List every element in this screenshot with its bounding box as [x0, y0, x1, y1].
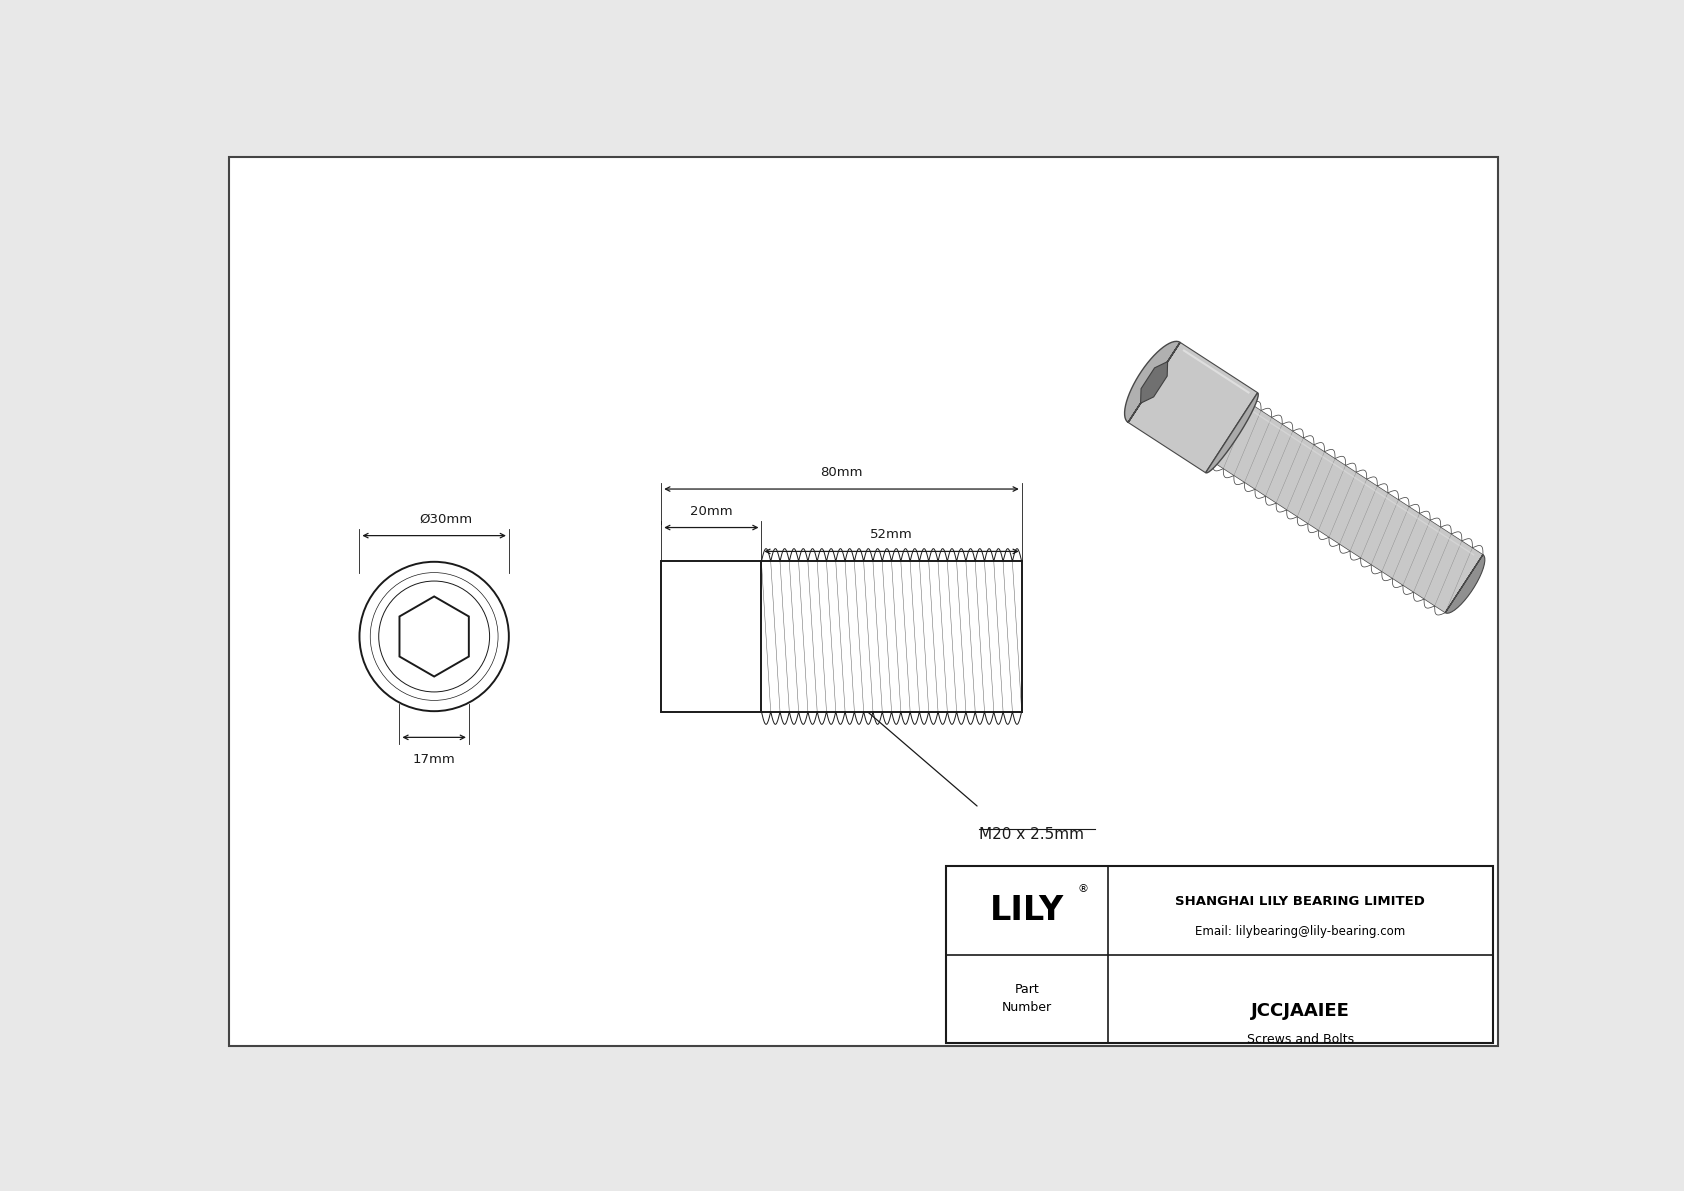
Text: 52mm: 52mm	[871, 529, 913, 542]
Text: 17mm: 17mm	[413, 753, 456, 766]
Text: Screws and Bolts: Screws and Bolts	[1246, 1033, 1354, 1046]
Polygon shape	[1140, 362, 1167, 404]
Text: Email: lilybearing@lily-bearing.com: Email: lilybearing@lily-bearing.com	[1196, 925, 1406, 939]
Circle shape	[370, 573, 498, 700]
Text: M20 x 2.5mm: M20 x 2.5mm	[978, 827, 1084, 842]
Bar	[946, 866, 1494, 1043]
Circle shape	[359, 562, 509, 711]
Polygon shape	[1445, 555, 1485, 613]
Polygon shape	[1125, 342, 1180, 423]
Polygon shape	[1128, 342, 1258, 473]
Text: Ø30mm: Ø30mm	[419, 512, 472, 525]
Circle shape	[379, 581, 490, 692]
Text: Part
Number: Part Number	[1002, 984, 1052, 1015]
Bar	[662, 561, 761, 711]
Text: 80mm: 80mm	[820, 466, 862, 479]
Text: JCCJAAIEE: JCCJAAIEE	[1251, 1002, 1351, 1021]
Polygon shape	[399, 597, 468, 676]
Text: 20mm: 20mm	[690, 505, 733, 518]
Text: SHANGHAI LILY BEARING LIMITED: SHANGHAI LILY BEARING LIMITED	[1175, 894, 1425, 908]
Text: LILY: LILY	[990, 893, 1064, 927]
Text: ®: ®	[1078, 884, 1090, 894]
Polygon shape	[1206, 393, 1258, 473]
Polygon shape	[1212, 404, 1484, 612]
